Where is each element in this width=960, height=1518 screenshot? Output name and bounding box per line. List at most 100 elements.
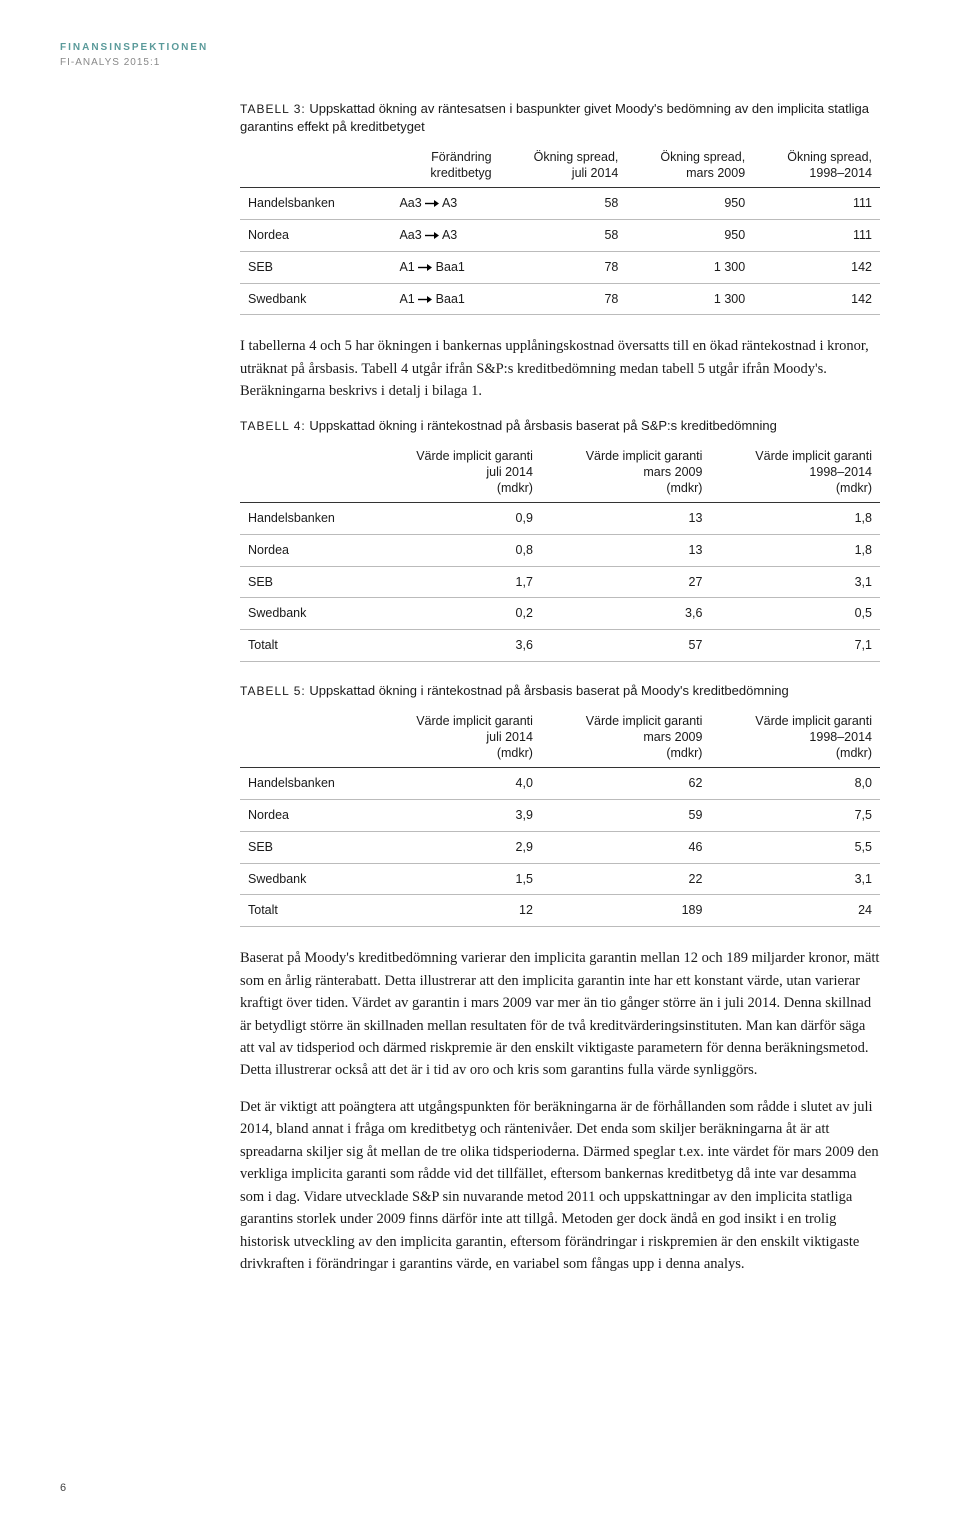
table3-col0 — [240, 145, 369, 188]
table-row: SEB2,9465,5 — [240, 831, 880, 863]
table5-col0 — [240, 709, 371, 767]
table3-title: TABELL 3: Uppskattad ökning av räntesats… — [240, 100, 880, 135]
paragraph-1: I tabellerna 4 och 5 har ökningen i bank… — [240, 335, 880, 402]
table3: Förändringkreditbetyg Ökning spread,juli… — [240, 145, 880, 315]
cell-v2: 189 — [541, 895, 711, 927]
cell-v3: 3,1 — [710, 566, 880, 598]
cell-bank: Swedbank — [240, 863, 371, 895]
cell-v1: 1,7 — [371, 566, 541, 598]
cell-v2: 13 — [541, 503, 711, 535]
cell-v2: 950 — [626, 220, 753, 252]
cell-v1: 0,9 — [371, 503, 541, 535]
table4-col1: Värde implicit garantijuli 2014(mdkr) — [371, 444, 541, 502]
org-name: FINANSINSPEKTIONEN — [60, 40, 880, 55]
cell-v2: 27 — [541, 566, 711, 598]
table-row: Handelsbanken4,0628,0 — [240, 768, 880, 800]
table3-col4: Ökning spread,1998–2014 — [753, 145, 880, 188]
table4-col3: Värde implicit garanti1998–2014(mdkr) — [710, 444, 880, 502]
cell-v3: 0,5 — [710, 598, 880, 630]
cell-rating: A1 Baa1 — [369, 251, 499, 283]
cell-bank: Totalt — [240, 630, 371, 662]
cell-v3: 5,5 — [710, 831, 880, 863]
cell-v1: 4,0 — [371, 768, 541, 800]
main-content: TABELL 3: Uppskattad ökning av räntesats… — [240, 100, 880, 1276]
report-id: FI-ANALYS 2015:1 — [60, 55, 880, 70]
cell-bank: Handelsbanken — [240, 768, 371, 800]
cell-v3: 1,8 — [710, 534, 880, 566]
paragraph-2: Baserat på Moody's kreditbedömning varie… — [240, 947, 880, 1082]
cell-bank: Swedbank — [240, 598, 371, 630]
cell-v3: 1,8 — [710, 503, 880, 535]
cell-v3: 7,1 — [710, 630, 880, 662]
table5-col2: Värde implicit garantimars 2009(mdkr) — [541, 709, 711, 767]
table3-title-text: Uppskattad ökning av räntesatsen i baspu… — [240, 101, 869, 134]
table-row: Handelsbanken0,9131,8 — [240, 503, 880, 535]
cell-v2: 1 300 — [626, 283, 753, 315]
table-row: Totalt3,6577,1 — [240, 630, 880, 662]
cell-v3: 8,0 — [710, 768, 880, 800]
cell-bank: Nordea — [240, 534, 371, 566]
cell-rating: Aa3 A3 — [369, 220, 499, 252]
table5-title-text: Uppskattad ökning i räntekostnad på årsb… — [309, 683, 788, 698]
table3-col1: Förändringkreditbetyg — [369, 145, 499, 188]
table4-title-text: Uppskattad ökning i räntekostnad på årsb… — [309, 418, 777, 433]
cell-bank: Swedbank — [240, 283, 369, 315]
cell-bank: SEB — [240, 831, 371, 863]
table-row: NordeaAa3 A358950111 — [240, 220, 880, 252]
page-number: 6 — [60, 1480, 66, 1497]
cell-bank: SEB — [240, 251, 369, 283]
cell-bank: SEB — [240, 566, 371, 598]
cell-v3: 111 — [753, 220, 880, 252]
table5-col1: Värde implicit garantijuli 2014(mdkr) — [371, 709, 541, 767]
table4-prefix: TABELL 4: — [240, 419, 306, 433]
table3-col3: Ökning spread,mars 2009 — [626, 145, 753, 188]
table-row: Swedbank0,23,60,5 — [240, 598, 880, 630]
cell-v1: 3,9 — [371, 800, 541, 832]
cell-v2: 22 — [541, 863, 711, 895]
table3-prefix: TABELL 3: — [240, 102, 306, 116]
table4-title: TABELL 4: Uppskattad ökning i räntekostn… — [240, 417, 880, 435]
cell-v1: 58 — [500, 220, 627, 252]
cell-v3: 142 — [753, 283, 880, 315]
cell-bank: Nordea — [240, 800, 371, 832]
table-row: Nordea0,8131,8 — [240, 534, 880, 566]
table4: Värde implicit garantijuli 2014(mdkr) Vä… — [240, 444, 880, 662]
cell-v1: 2,9 — [371, 831, 541, 863]
table-row: SEB1,7273,1 — [240, 566, 880, 598]
cell-v1: 0,8 — [371, 534, 541, 566]
cell-bank: Handelsbanken — [240, 503, 371, 535]
cell-v1: 58 — [500, 188, 627, 220]
table-row: SEBA1 Baa1781 300142 — [240, 251, 880, 283]
cell-v3: 3,1 — [710, 863, 880, 895]
cell-v3: 142 — [753, 251, 880, 283]
table5-title: TABELL 5: Uppskattad ökning i räntekostn… — [240, 682, 880, 700]
table-row: SwedbankA1 Baa1781 300142 — [240, 283, 880, 315]
cell-v2: 3,6 — [541, 598, 711, 630]
cell-v1: 78 — [500, 283, 627, 315]
cell-v1: 78 — [500, 251, 627, 283]
table5: Värde implicit garantijuli 2014(mdkr) Vä… — [240, 709, 880, 927]
cell-rating: Aa3 A3 — [369, 188, 499, 220]
cell-v3: 7,5 — [710, 800, 880, 832]
cell-v1: 12 — [371, 895, 541, 927]
cell-v1: 3,6 — [371, 630, 541, 662]
table4-col0 — [240, 444, 371, 502]
table5-col3: Värde implicit garanti1998–2014(mdkr) — [710, 709, 880, 767]
cell-v1: 1,5 — [371, 863, 541, 895]
cell-v2: 62 — [541, 768, 711, 800]
cell-v2: 59 — [541, 800, 711, 832]
table4-col2: Värde implicit garantimars 2009(mdkr) — [541, 444, 711, 502]
cell-v2: 57 — [541, 630, 711, 662]
cell-v2: 950 — [626, 188, 753, 220]
cell-v3: 24 — [710, 895, 880, 927]
table-row: Swedbank1,5223,1 — [240, 863, 880, 895]
cell-rating: A1 Baa1 — [369, 283, 499, 315]
table-row: HandelsbankenAa3 A358950111 — [240, 188, 880, 220]
cell-v2: 1 300 — [626, 251, 753, 283]
cell-v3: 111 — [753, 188, 880, 220]
table3-col2: Ökning spread,juli 2014 — [500, 145, 627, 188]
cell-bank: Nordea — [240, 220, 369, 252]
table-row: Totalt1218924 — [240, 895, 880, 927]
table-row: Nordea3,9597,5 — [240, 800, 880, 832]
paragraph-3: Det är viktigt att poängtera att utgångs… — [240, 1096, 880, 1276]
